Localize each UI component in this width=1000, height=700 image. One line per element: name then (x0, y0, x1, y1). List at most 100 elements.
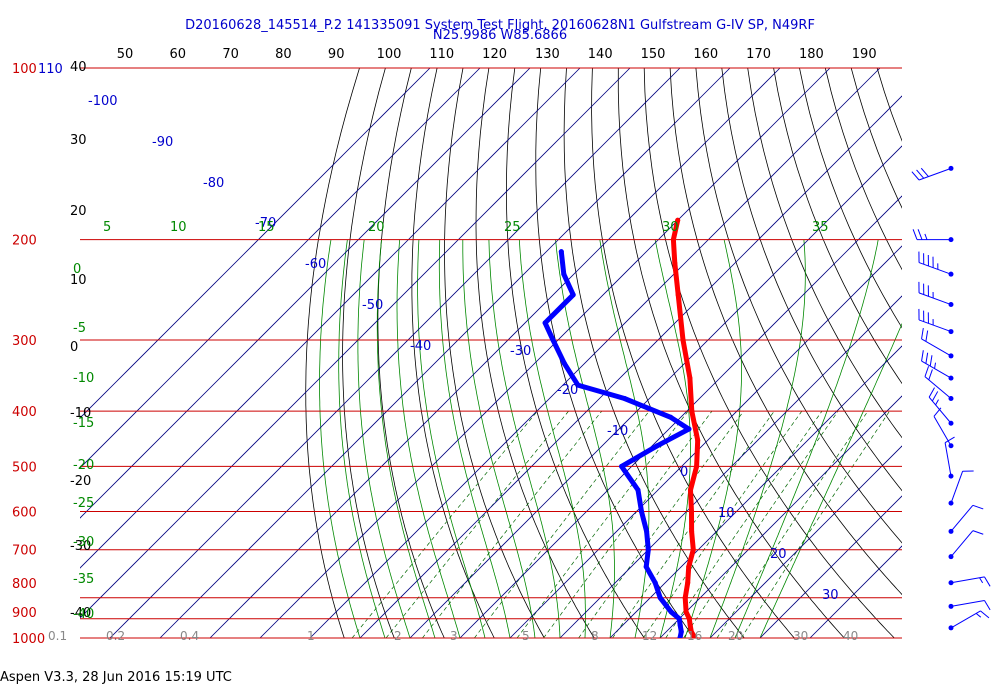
top-temp-label: 110 (429, 47, 454, 62)
top-temp-label: 160 (693, 47, 718, 62)
dewpoint-point (644, 528, 650, 534)
dewpoint-point (638, 509, 644, 515)
isobar-label: 1000 (12, 632, 45, 647)
isotherm-line (80, 68, 581, 569)
isotherm-label: 10 (718, 506, 735, 521)
wind-barb-staff (924, 376, 952, 399)
left-moist-label: -25 (73, 496, 94, 511)
wind-barb-feather (911, 171, 920, 181)
wind-barb-feather (984, 600, 991, 611)
dewpoint-point (686, 426, 692, 432)
dewpoint-point (652, 580, 658, 586)
left-moist-label: -15 (73, 416, 94, 431)
chart-subtitle: N25.9986 W85.6866 (432, 28, 568, 43)
wind-barb-staff (918, 292, 952, 306)
top-temp-label: 50 (117, 47, 134, 62)
isotherm-line (159, 68, 731, 638)
isotherm-line (609, 345, 902, 638)
dry-adiabat-line (824, 68, 902, 271)
mixing-ratio-label: 0.1 (48, 629, 67, 643)
isobar-label: 200 (12, 234, 37, 249)
left-moist-label: -30 (73, 535, 94, 550)
wind-barb-half-feather (924, 233, 928, 240)
wind-barb-staff (950, 576, 985, 584)
top-temp-label: 180 (799, 47, 824, 62)
left-temp-label: -20 (70, 474, 91, 489)
wind-barb-feather (925, 330, 929, 342)
dewpoint-point (550, 337, 556, 343)
temperature-point (670, 237, 676, 243)
wind-barb-half-feather (935, 399, 939, 406)
dry-adiabat-line (475, 68, 595, 638)
isotherm-label: -40 (410, 339, 431, 354)
dewpoint-point (643, 564, 649, 570)
dewpoint-point (635, 487, 641, 493)
left-temp-label: -30 (70, 539, 91, 554)
isobars (80, 67, 902, 639)
dry-adiabat-line (695, 68, 902, 544)
isotherm-line (80, 68, 481, 469)
dry-adiabat-line (377, 68, 445, 638)
mixing-ratio-label: 8 (591, 629, 599, 643)
isotherm-label: -90 (152, 135, 173, 150)
dewpoint-point (676, 616, 682, 622)
temperature-point (695, 437, 701, 443)
isobar-label: 300 (12, 334, 37, 349)
wind-barb-staff (918, 319, 952, 333)
top-temp-label: 190 (852, 47, 877, 62)
wind-barb-feather (917, 229, 923, 240)
footer-text: Aspen V3.3, 28 Jun 2016 15:19 UTC (0, 670, 232, 685)
dewpoint-point (575, 382, 581, 388)
isobar-label: 500 (12, 460, 37, 475)
temperature-point (680, 337, 686, 343)
isotherm-line (809, 545, 902, 638)
isotherm-label: -80 (203, 176, 224, 191)
left-temp-label: 20 (70, 204, 87, 219)
isobar-label: 100 (12, 62, 37, 77)
wind-barb-staff (950, 530, 974, 558)
temperature-point (690, 547, 696, 553)
dry-adiabat-line (305, 68, 360, 638)
mixing-ratio-line (422, 410, 602, 638)
wind-barb-feather (928, 387, 935, 398)
mixing-ratio-label: 16 (687, 629, 702, 643)
moist-adiabat-line (709, 239, 806, 638)
wind-barb-feather (929, 355, 933, 367)
wind-barb-staff (950, 610, 981, 629)
mixing-ratio-label: 5 (522, 629, 530, 643)
wind-barb-staff (950, 471, 964, 504)
dry-adiabat-line (669, 68, 902, 596)
wind-barb-feather (928, 369, 933, 381)
moist-adiabat-line (438, 239, 511, 638)
wind-barb-feather (912, 229, 918, 240)
isotherm-label: -30 (510, 344, 531, 359)
wind-barb-feather (921, 327, 924, 340)
moist-adiabat-label: 30 (662, 220, 679, 235)
isobar-label: 900 (12, 606, 37, 621)
temperature-point (686, 564, 692, 570)
dry-adiabat-line (342, 68, 395, 638)
temperature-point (683, 609, 689, 615)
isotherm-line (209, 68, 781, 638)
left-temp-label: 0 (70, 340, 78, 355)
wind-barb-feather (984, 576, 991, 587)
moist-adiabat-line (417, 239, 486, 638)
isotherms (80, 68, 902, 638)
isobar-label: 400 (12, 405, 37, 420)
isotherm-line (509, 245, 902, 638)
mixing-ratio-label: 1 (307, 629, 315, 643)
dewpoint-point (619, 463, 625, 469)
dry-adiabats (305, 68, 902, 638)
left-temp-label: 40 (70, 60, 87, 75)
isotherm-label: -50 (362, 298, 383, 313)
left-moist-label: 0 (73, 262, 81, 277)
dry-adiabat-line (444, 68, 545, 638)
dry-adiabat-line (747, 68, 902, 439)
wind-barb-staff (928, 396, 952, 424)
dewpoint-point (668, 609, 674, 615)
isotherm-line (759, 495, 902, 638)
temperature-point (682, 595, 688, 601)
wind-barb-staff (950, 504, 974, 532)
temperature-point (687, 487, 693, 493)
